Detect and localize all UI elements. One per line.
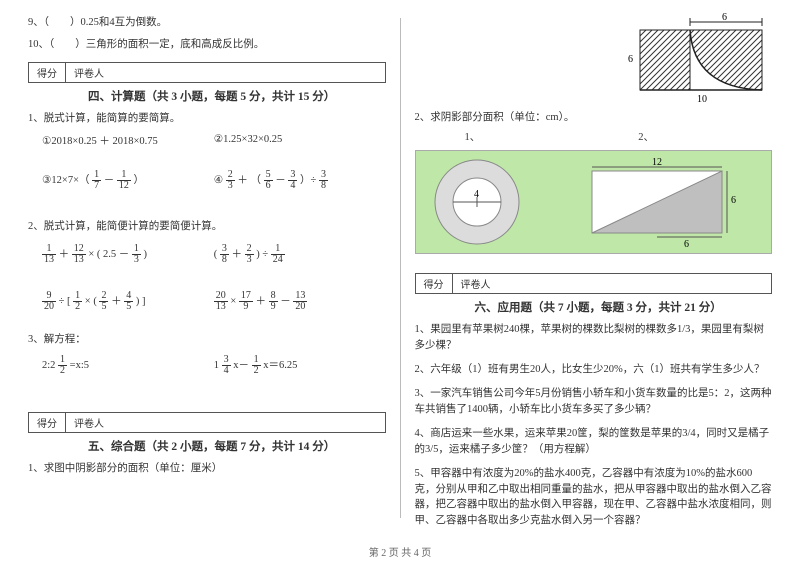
figure-top-right: 10 6 6 bbox=[622, 12, 772, 107]
svg-text:10: 10 bbox=[697, 94, 707, 105]
score-box-4: 得分 评卷人 bbox=[28, 62, 386, 83]
svg-text:6: 6 bbox=[684, 239, 689, 247]
s4-r2b: ( 38 ＋ 23 ) ÷ 124 bbox=[214, 244, 386, 265]
grader-label: 评卷人 bbox=[453, 274, 499, 293]
score-label: 得分 bbox=[416, 274, 453, 293]
s4-item3: ③12×7×（ 17 － 112 ） bbox=[42, 170, 214, 191]
column-divider bbox=[400, 18, 401, 518]
svg-text:6: 6 bbox=[628, 54, 633, 65]
s4-q2: 2、脱式计算，能简便计算的要简便计算。 bbox=[28, 219, 386, 235]
score-box-6: 得分 评卷人 bbox=[415, 273, 773, 294]
s4-item2: ②1.25×32×0.25 bbox=[214, 133, 386, 148]
s4-r3a: 920 ÷ [ 12 × ( 25 ＋ 45 ) ] bbox=[42, 291, 214, 312]
section6-title: 六、应用题（共 7 小题，每题 3 分，共计 21 分） bbox=[475, 299, 773, 315]
s5-q2: 2、求阴影部分面积（单位：cm）。 bbox=[415, 110, 773, 126]
svg-text:6: 6 bbox=[731, 195, 736, 206]
q9-text: 9、（ ）0.25和4互为倒数。 bbox=[28, 15, 386, 31]
ring-figure: 4 bbox=[422, 157, 532, 247]
s4-q1: 1、脱式计算，能简算的要简算。 bbox=[28, 111, 386, 127]
s6-q5: 5、甲容器中有浓度为20%的盐水400克，乙容器中有浓度为10%的盐水600克，… bbox=[415, 466, 773, 529]
svg-text:6: 6 bbox=[722, 12, 727, 23]
svg-text:12: 12 bbox=[652, 157, 662, 168]
score-label: 得分 bbox=[29, 63, 66, 82]
s5-q1: 1、求图中阴影部分的面积（单位：厘米） bbox=[28, 461, 386, 477]
trapezoid-figure: 12 6 6 bbox=[572, 157, 742, 247]
page-footer: 第 2 页 共 4 页 bbox=[0, 544, 800, 559]
grader-label: 评卷人 bbox=[66, 63, 112, 82]
svg-text:4: 4 bbox=[474, 189, 479, 200]
s4-r2a: 113 ＋ 1213 × ( 2.5 － 13 ) bbox=[42, 244, 214, 265]
s4-eq1: 2:2 12 =x:5 bbox=[42, 355, 214, 376]
s6-q1: 1、果园里有苹果树240棵，苹果树的棵数比梨树的棵数多1/3，果园里有梨树多少棵… bbox=[415, 322, 773, 354]
fig-label-1: 1、 bbox=[415, 129, 599, 144]
score-label: 得分 bbox=[29, 413, 66, 432]
s4-item4: ④ 23 ＋ （ 56 － 34 ）÷ 38 bbox=[214, 170, 386, 191]
s4-eq2: 1 34 x－ 12 x＝6.25 bbox=[214, 355, 386, 376]
s6-q2: 2、六年级（1）班有男生20人，比女生少20%，六（1）班共有学生多少人？ bbox=[415, 362, 773, 378]
green-figure-panel: 4 12 6 6 bbox=[415, 150, 773, 254]
s4-r3b: 2013 × 179 ＋ 89 － 1320 bbox=[214, 291, 386, 312]
s6-q4: 4、商店运来一些水果，运来苹果20筐，梨的筐数是苹果的3/4，同时又是橘子的3/… bbox=[415, 426, 773, 458]
section4-title: 四、计算题（共 3 小题，每题 5 分，共计 15 分） bbox=[88, 88, 386, 104]
section5-title: 五、综合题（共 2 小题，每题 7 分，共计 14 分） bbox=[88, 438, 386, 454]
grader-label: 评卷人 bbox=[66, 413, 112, 432]
q10-text: 10、（ ）三角形的面积一定，底和高成反比例。 bbox=[28, 37, 386, 53]
s4-item1: ①2018×0.25 ＋ 2018×0.75 bbox=[42, 133, 214, 148]
s6-q3: 3、一家汽车销售公司今年5月份销售小轿车和小货车数量的比是5：2，这两种车共销售… bbox=[415, 386, 773, 418]
s4-q3: 3、解方程： bbox=[28, 332, 386, 348]
fig-label-2: 2、 bbox=[598, 129, 772, 144]
score-box-5: 得分 评卷人 bbox=[28, 412, 386, 433]
